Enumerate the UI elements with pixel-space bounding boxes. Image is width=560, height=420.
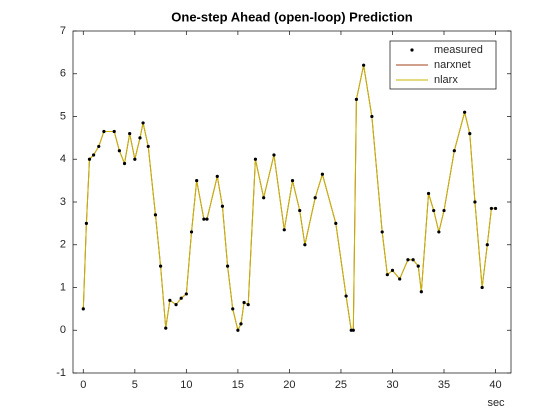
x-tick-label: 40 (489, 379, 501, 391)
data-point (480, 285, 484, 290)
data-point (231, 307, 235, 311)
y-tick-label: 2 (60, 239, 66, 251)
data-point (406, 258, 410, 262)
data-point (463, 110, 467, 114)
chart-title: One-step Ahead (open-loop) Prediction (171, 9, 413, 24)
data-point (437, 230, 441, 234)
data-point (189, 230, 194, 234)
x-tick-label: 20 (283, 379, 295, 391)
data-point (122, 161, 127, 166)
data-point (432, 208, 436, 213)
data-point (84, 221, 88, 225)
data-point (97, 144, 101, 149)
data-point (215, 174, 219, 178)
data-point (92, 153, 96, 157)
y-tick-label: 6 (60, 68, 66, 80)
data-point (195, 179, 199, 183)
data-point (128, 132, 132, 136)
data-point (112, 129, 116, 134)
data-point (390, 268, 395, 272)
data-point (159, 264, 163, 268)
data-point (246, 303, 250, 307)
data-point (272, 153, 276, 157)
data-point (138, 136, 142, 140)
data-point (351, 328, 355, 332)
data-point (262, 196, 266, 200)
x-tick-label: 30 (386, 379, 398, 391)
data-point (419, 290, 423, 294)
data-point (102, 129, 106, 134)
data-point (184, 292, 188, 296)
legend-marker (410, 48, 414, 52)
x-tick-label: 0 (80, 379, 86, 391)
data-point (168, 298, 172, 302)
data-point (133, 157, 137, 161)
data-point (334, 221, 338, 225)
x-tick-label: 35 (438, 379, 450, 391)
y-tick-label: 0 (60, 324, 66, 336)
data-point (202, 217, 206, 221)
data-point (426, 191, 431, 196)
data-point (298, 208, 302, 213)
legend-label: narxnet (434, 59, 471, 71)
data-point (242, 300, 246, 305)
data-point (87, 157, 92, 161)
y-tick-label: 5 (60, 110, 66, 122)
data-point (468, 132, 472, 136)
data-point (362, 63, 366, 67)
data-point (493, 206, 498, 211)
data-point (320, 172, 325, 176)
x-tick-label: 15 (232, 379, 244, 391)
data-point (146, 144, 150, 149)
data-point (239, 322, 243, 326)
data-point (220, 204, 225, 208)
y-tick-label: -1 (56, 367, 66, 379)
y-tick-label: 1 (60, 281, 66, 293)
data-point (205, 217, 209, 221)
data-point (164, 326, 168, 330)
data-point (174, 303, 178, 307)
data-point (236, 328, 240, 332)
data-point (303, 243, 307, 247)
x-tick-label: 10 (180, 379, 192, 391)
legend-label: measured (434, 44, 483, 56)
data-point (380, 230, 384, 234)
data-point (344, 294, 348, 298)
data-point (141, 121, 145, 125)
data-point (253, 157, 258, 161)
data-point (416, 264, 420, 268)
y-tick-label: 4 (60, 153, 66, 165)
data-point (370, 114, 374, 119)
data-point (398, 277, 402, 281)
data-point (282, 228, 286, 232)
x-axis-label: sec (487, 397, 505, 409)
data-point (290, 179, 295, 183)
y-tick-label: 7 (60, 25, 66, 37)
data-point (179, 296, 183, 300)
data-point (313, 196, 317, 200)
data-point (385, 273, 389, 277)
data-point (354, 97, 359, 101)
data-point (153, 213, 158, 217)
y-tick-label: 3 (60, 196, 66, 208)
x-tick-label: 25 (335, 379, 347, 391)
data-point (442, 208, 446, 213)
legend-label: nlarx (434, 74, 458, 86)
data-point (117, 149, 121, 153)
data-point (452, 149, 456, 153)
data-point (473, 200, 477, 204)
data-point (485, 243, 489, 247)
x-tick-label: 5 (132, 379, 138, 391)
data-point (411, 258, 415, 262)
data-point (225, 264, 230, 268)
data-point (81, 307, 85, 311)
data-point (489, 206, 494, 211)
